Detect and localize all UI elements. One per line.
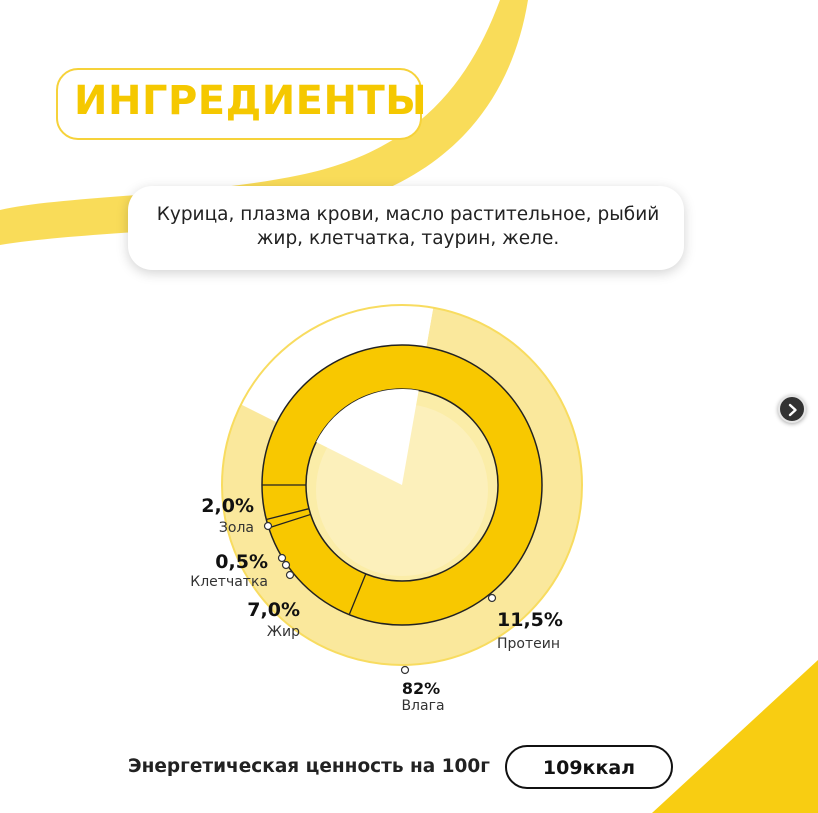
yellow-swoosh-top: [0, 0, 528, 245]
marker-ash: [263, 521, 273, 531]
chevron-right-icon: [788, 403, 797, 417]
segment-dividers: [262, 484, 367, 615]
ash-value: 2,0%: [201, 495, 254, 517]
marker-fiber: [277, 553, 287, 563]
outer-ring-outline: [221, 304, 583, 666]
marker-fat-1: [281, 560, 291, 570]
marker-protein: [487, 593, 497, 603]
ash-label: Зола: [219, 520, 254, 536]
protein-label: Протеин: [497, 636, 560, 652]
segment-divider: [266, 508, 310, 521]
fiber-label: Клетчатка: [190, 574, 268, 590]
title-frame: [56, 68, 422, 140]
composition-chart: 2,0% Зола 0,5% Клетчатка 7,0% Жир 11,5% …: [190, 303, 583, 714]
yellow-corner-triangle: [652, 660, 818, 813]
ingredients-card: Курица, плазма крови, масло растительное…: [128, 186, 684, 270]
fat-label: Жир: [267, 624, 300, 640]
marker-moisture: [400, 665, 410, 675]
page-title: ИНГРЕДИЕНТЫ: [74, 78, 428, 124]
fiber-value: 0,5%: [215, 551, 268, 573]
marker-fat-2: [285, 570, 295, 580]
moisture-value: 82%: [402, 679, 440, 698]
inner-gap: [316, 389, 419, 485]
energy-value-pill: 109ккал: [505, 745, 673, 789]
segment-divider: [268, 513, 311, 529]
segment-divider: [348, 573, 367, 615]
energy-label: Энергетическая ценность на 100г: [128, 756, 490, 777]
ingredients-list: Курица, плазма крови, масло растительное…: [156, 204, 660, 249]
next-slide-button[interactable]: [778, 395, 806, 423]
protein-value: 11,5%: [497, 609, 563, 631]
energy-value: 109ккал: [542, 757, 636, 779]
fat-value: 7,0%: [247, 599, 300, 621]
moisture-label: Влага: [401, 698, 444, 714]
